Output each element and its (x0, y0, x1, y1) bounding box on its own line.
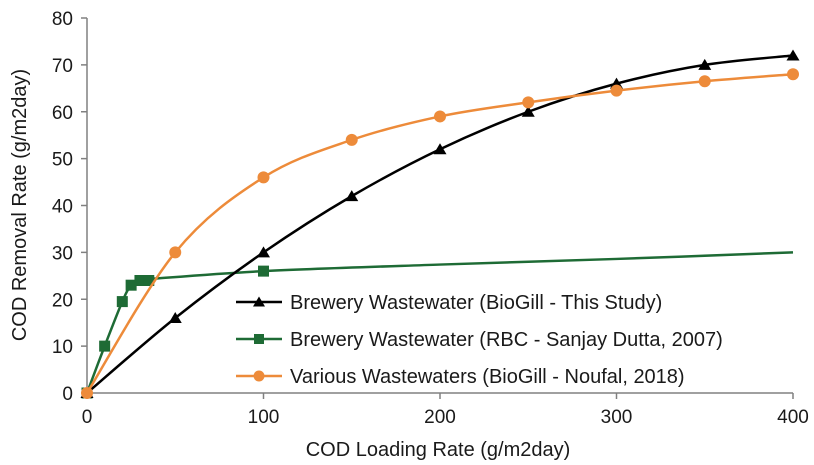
data-point (257, 171, 270, 184)
data-point (345, 133, 358, 146)
data-point (787, 68, 799, 81)
data-point (433, 143, 447, 155)
data-point (610, 84, 623, 97)
x-tick-label: 0 (82, 407, 93, 428)
data-point (698, 58, 712, 70)
legend: Brewery Wastewater (BioGill - This Study… (236, 292, 723, 388)
series-trend-rbc-sanjay-dutta (148, 251, 794, 281)
data-point (116, 296, 128, 308)
data-point (125, 279, 137, 291)
y-tick-label: 70 (52, 56, 73, 77)
x-tick-label: 300 (601, 407, 633, 428)
y-tick-label: 20 (52, 290, 73, 311)
y-tick-label: 80 (52, 9, 73, 30)
legend-label-biogill-this-study: Brewery Wastewater (BioGill - This Study… (290, 292, 662, 314)
data-point (258, 265, 269, 277)
x-tick-label: 200 (424, 407, 456, 428)
legend-item-biogill-this-study: Brewery Wastewater (BioGill - This Study… (236, 292, 662, 314)
y-axis-title: COD Removal Rate (g/m2day) (9, 69, 31, 341)
y-tick-group: 0 10 20 30 40 50 60 70 80 (52, 9, 87, 405)
data-point (257, 246, 270, 258)
axes: 0 100 200 300 400 0 10 20 30 40 50 60 70 80 (52, 9, 809, 428)
legend-marker-square (254, 334, 264, 344)
y-tick-label: 60 (52, 103, 73, 124)
legend-label-rbc-sanjay-dutta: Brewery Wastewater (RBC - Sanjay Dutta, … (290, 329, 723, 351)
data-point (434, 110, 446, 123)
data-point (522, 96, 535, 109)
data-point (169, 246, 182, 259)
data-point (99, 340, 111, 352)
y-tick-label: 40 (52, 197, 73, 218)
x-tick-group: 0 100 200 300 400 (82, 393, 809, 428)
series-biogill-this-study (80, 49, 800, 398)
legend-item-rbc-sanjay-dutta: Brewery Wastewater (RBC - Sanjay Dutta, … (236, 329, 723, 351)
series-line-biogill-noufal (85, 73, 794, 394)
data-point (168, 312, 182, 323)
data-point (786, 49, 800, 61)
y-tick-label: 10 (52, 337, 73, 358)
legend-marker-triangle (253, 296, 265, 307)
x-tick-label: 100 (248, 407, 280, 428)
data-point (521, 105, 535, 117)
x-tick-label: 400 (777, 407, 809, 428)
legend-item-biogill-noufal: Various Wastewaters (BioGill - Noufal, 2… (236, 366, 685, 388)
data-point (143, 275, 155, 286)
series-layer (80, 49, 800, 399)
y-tick-label: 30 (52, 243, 73, 264)
x-axis-title: COD Loading Rate (g/m2day) (306, 439, 571, 461)
data-point (81, 387, 93, 399)
data-point (345, 190, 359, 202)
data-point (698, 75, 711, 88)
legend-label-biogill-noufal: Various Wastewaters (BioGill - Noufal, 2… (290, 366, 685, 388)
data-point (134, 275, 146, 286)
legend-marker-circle (253, 370, 265, 382)
y-tick-label: 0 (62, 384, 73, 405)
y-tick-label: 50 (52, 150, 73, 171)
series-biogill-noufal (81, 68, 799, 399)
